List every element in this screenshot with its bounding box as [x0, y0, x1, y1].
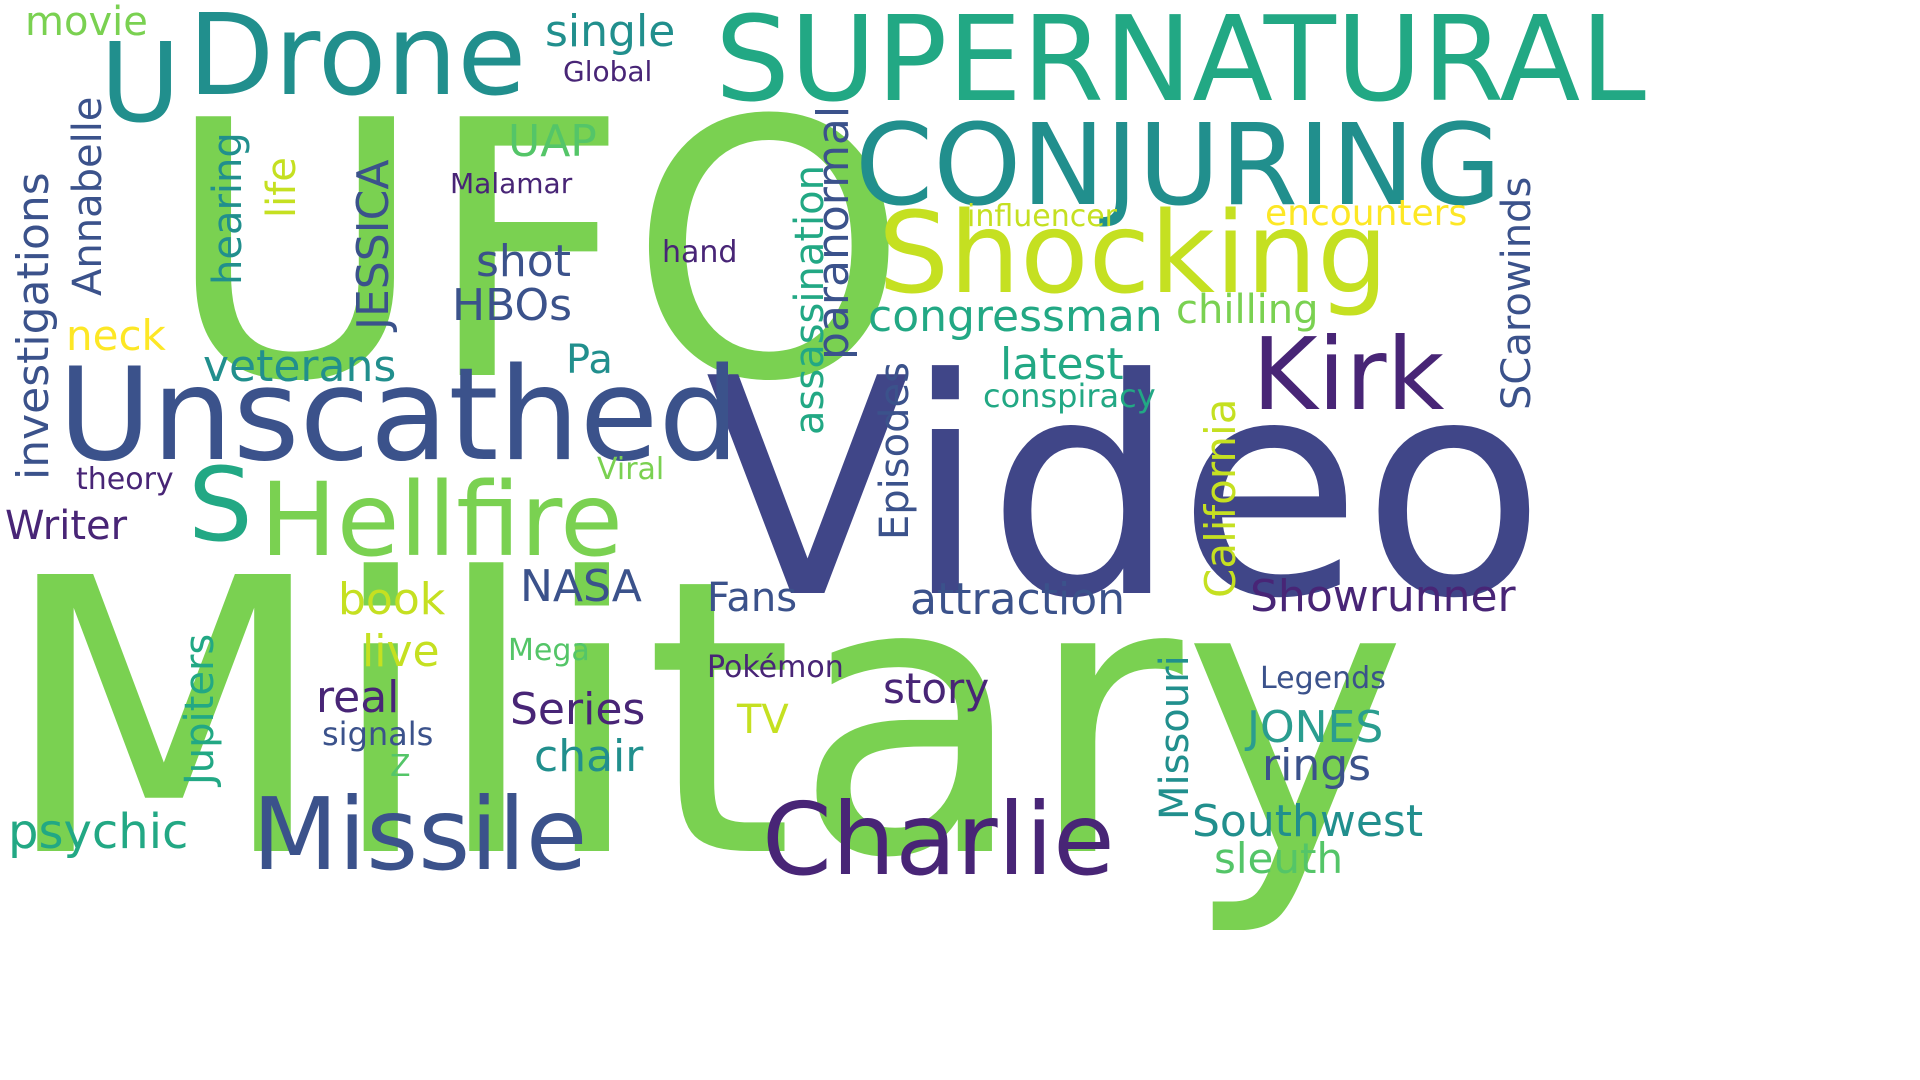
word-congressman: congressman [868, 291, 1163, 342]
word-hbos: HBOs [452, 280, 573, 331]
word-annabelle: Annabelle [65, 96, 111, 296]
word-hearing: hearing [205, 132, 251, 285]
word-fans: Fans [707, 575, 798, 621]
word-jupiters: Jupiters [177, 633, 223, 785]
word-real: real [316, 672, 400, 723]
word-malamar: Malamar [450, 167, 573, 200]
word-attraction: attraction [910, 574, 1125, 625]
word-latest: latest [1000, 339, 1124, 390]
word-assassination: assassination [787, 165, 833, 435]
word-military: Military [0, 498, 1408, 941]
word-rings: rings [1262, 740, 1372, 791]
word-charlie: Charlie [762, 781, 1115, 898]
word-single: single [545, 6, 676, 57]
word-chilling: chilling [1176, 287, 1319, 333]
word-book: book [338, 574, 446, 625]
word-jones: JONES [1247, 702, 1384, 753]
word-viral: Viral [597, 452, 665, 487]
word-conjuring: CONJURING [855, 101, 1502, 231]
word-supernatural: SUPERNATURAL [715, 0, 1646, 128]
word-theory: theory [76, 462, 174, 497]
word-signals: signals [322, 715, 434, 753]
word-tv: TV [737, 697, 789, 743]
word-encounters: encounters [1265, 193, 1468, 234]
word-ufo: UFO [165, 45, 909, 459]
word-writer: Writer [5, 503, 128, 549]
word-hellfire: Hellfire [260, 461, 623, 580]
word-global: Global [563, 55, 653, 88]
word-investigations: investigations [8, 172, 59, 480]
word-z: Z [390, 749, 411, 784]
word-pokemon: Pokémon [707, 650, 844, 685]
word-drone: Drone [188, 0, 527, 121]
word-life: life [259, 157, 305, 218]
word-influencer: influencer [967, 199, 1118, 234]
word-hand: hand [662, 235, 738, 270]
word-conspiracy: conspiracy [983, 377, 1156, 415]
word-nasa: NASA [520, 561, 642, 612]
word-live: live [362, 626, 440, 677]
word-missouri: Missouri [1152, 655, 1198, 820]
word-california: California [1196, 398, 1245, 598]
word-pa: Pa [566, 337, 613, 383]
word-story: story [883, 664, 990, 713]
word-kirk: Kirk [1252, 316, 1445, 433]
word-series: Series [510, 684, 646, 735]
word-jessica: JESSICA [348, 159, 399, 330]
word-video: Video [705, 315, 1546, 664]
word-legends: Legends [1260, 661, 1386, 696]
word-chair: chair [534, 731, 644, 782]
word-mega: Mega [508, 633, 590, 668]
word-uap: UAP [508, 116, 597, 167]
word-southwest: Southwest [1192, 796, 1424, 847]
word-showrunner: Showrunner [1250, 571, 1516, 622]
word-unscathed: Unscathed [58, 341, 740, 490]
word-psychic: psychic [8, 804, 189, 860]
word-shot: shot [476, 236, 571, 287]
word-veterans: veterans [203, 341, 397, 392]
word-missile: Missile [252, 776, 588, 893]
word-neck: neck [66, 311, 166, 360]
word-sleuth: sleuth [1214, 834, 1344, 883]
word-shocking: Shocking [878, 189, 1389, 319]
word-episodes: Episodes [872, 362, 918, 540]
word-s: S [188, 446, 253, 565]
word-u: U [100, 19, 181, 147]
word-movie: movie [25, 0, 148, 45]
word-scarowinds: SCarowinds [1494, 176, 1540, 410]
